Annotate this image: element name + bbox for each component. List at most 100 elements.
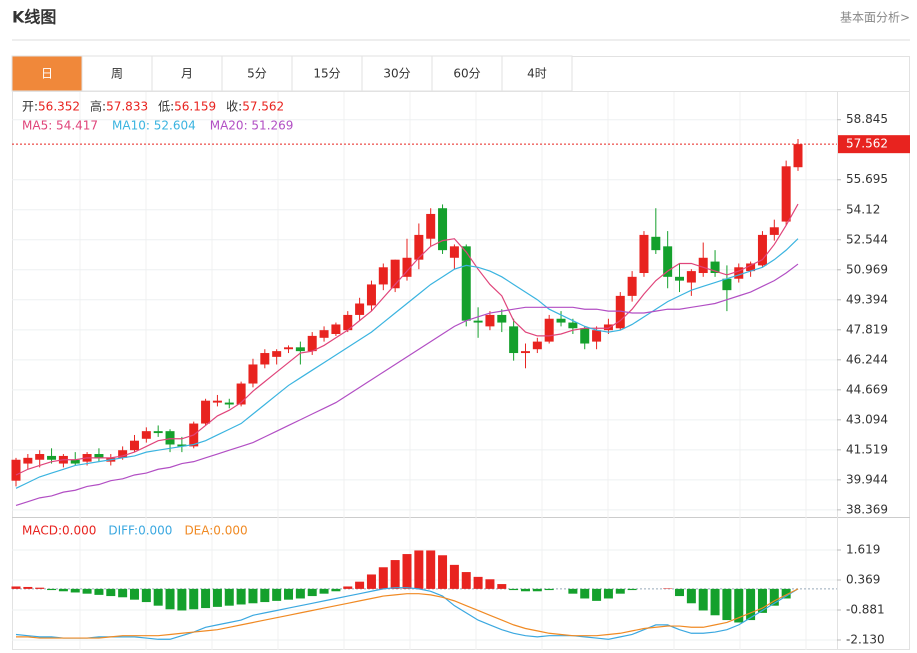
macd-bar [58, 588, 68, 592]
candle-body [663, 246, 673, 277]
macd-bar [248, 588, 258, 604]
candle-body [722, 278, 732, 291]
macd-bar [580, 588, 590, 599]
macd-bar [272, 588, 282, 601]
macd-bar [23, 586, 33, 589]
tab-label[interactable]: 日 [41, 67, 53, 81]
tab[interactable] [151, 55, 223, 92]
candle-body [355, 303, 365, 315]
macd-bar [722, 588, 732, 621]
candle-body [698, 257, 708, 274]
candle-body [675, 276, 685, 281]
macd-bar [402, 554, 412, 589]
macd-bar [82, 588, 92, 594]
fundamental-link[interactable]: 基本面分析> [840, 11, 910, 25]
ohlc-value: 57.562 [242, 100, 284, 114]
candle-body [686, 271, 696, 283]
y-tick-label: 1.619 [846, 543, 880, 557]
candle-body [449, 246, 459, 258]
macd-bar [165, 588, 175, 610]
candle-body [70, 459, 80, 464]
candle-body [556, 318, 566, 323]
macd-bar [189, 588, 199, 610]
candle-body [592, 330, 602, 342]
candle-body [544, 318, 554, 342]
y-tick-label: 44.669 [846, 382, 888, 396]
y-tick-label: 0.369 [846, 573, 880, 587]
candle-body [639, 234, 649, 274]
candle-body [402, 257, 412, 277]
ohlc-value: 56.352 [38, 100, 80, 114]
candle-body [461, 246, 471, 321]
macd-bar [295, 588, 305, 599]
candle-body [568, 322, 578, 329]
macd-bar [141, 588, 151, 603]
macd-bar [94, 588, 104, 595]
macd-legend: DIFF:0.000 [108, 524, 172, 538]
macd-bar [734, 588, 744, 623]
tab[interactable] [221, 55, 293, 92]
macd-bar [366, 574, 376, 589]
macd-bar [331, 588, 341, 592]
macd-bar [473, 576, 483, 589]
y-tick-label: -0.881 [846, 603, 885, 617]
macd-bar [236, 588, 246, 605]
candle-body [651, 236, 661, 251]
macd-bar [438, 555, 448, 589]
candle-body [129, 440, 139, 451]
macd-bar [449, 564, 459, 589]
candle-body [438, 208, 448, 251]
candle-body [272, 351, 282, 357]
ohlc-label: 收: [226, 100, 242, 114]
macd-bar [284, 588, 294, 600]
tab-label[interactable]: 15分 [313, 67, 340, 81]
indicator-line [15, 587, 799, 640]
y-tick-label: 54.12 [846, 202, 880, 216]
candle-body [520, 351, 530, 354]
candle-body [757, 234, 767, 266]
tab[interactable] [11, 55, 83, 92]
candle-body [11, 459, 21, 481]
macd-bar [698, 588, 708, 611]
y-tick-label: 50.969 [846, 262, 888, 276]
y-tick-label: 39.944 [846, 472, 888, 486]
tab-label[interactable]: 5分 [247, 67, 267, 81]
macd-bar [224, 588, 234, 606]
candle-body [177, 444, 187, 447]
macd-bar [260, 588, 270, 603]
candle-body [615, 295, 625, 329]
tab[interactable] [501, 55, 573, 92]
candle-body [532, 341, 542, 350]
tab[interactable] [361, 55, 433, 92]
candle-body [509, 326, 519, 354]
macd-bar [319, 588, 329, 594]
ma-legend: MA5: 54.417 [22, 119, 98, 133]
macd-bar [343, 586, 353, 589]
macd-bar [675, 588, 685, 597]
tab-label[interactable]: 60分 [453, 67, 480, 81]
tab-label[interactable]: 30分 [383, 67, 410, 81]
macd-bar [769, 588, 779, 606]
macd-bar [757, 588, 767, 613]
macd-bar [355, 581, 365, 589]
macd-bar [153, 588, 163, 606]
ma-legend: MA20: 51.269 [210, 119, 294, 133]
macd-bar [509, 588, 519, 591]
macd-bar [177, 588, 187, 611]
macd-bar [390, 560, 400, 589]
candle-body [319, 330, 329, 338]
indicator-line [15, 238, 799, 489]
candle-body [141, 431, 151, 439]
candle-body [343, 314, 353, 331]
candle-body [307, 335, 317, 352]
macd-bar [70, 588, 80, 593]
candle-body [603, 324, 613, 331]
macd-bar [461, 572, 471, 589]
tab[interactable] [81, 55, 153, 92]
macd-bar [568, 588, 578, 594]
tab-label[interactable]: 月 [181, 67, 193, 81]
tab-label[interactable]: 4时 [527, 67, 547, 81]
candle-body [473, 320, 483, 323]
candle-body [710, 261, 720, 274]
tab-label[interactable]: 周 [111, 67, 123, 81]
